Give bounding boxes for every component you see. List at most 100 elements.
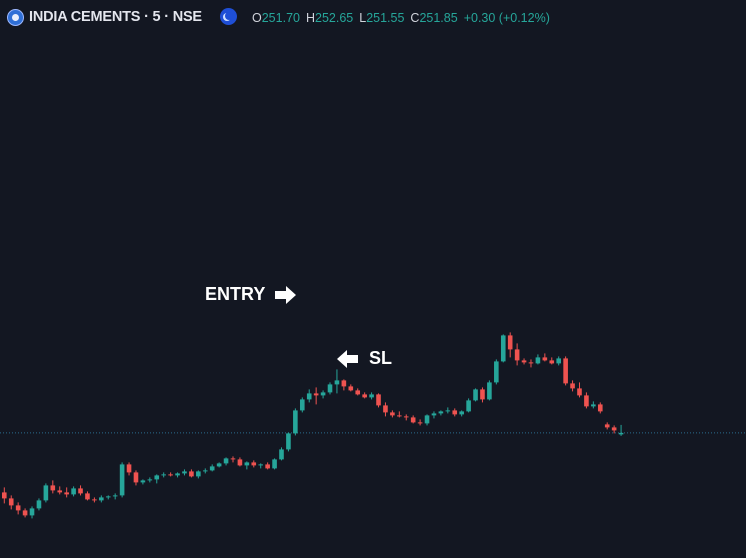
candle xyxy=(43,483,49,503)
candle-body xyxy=(133,472,139,483)
candle-body xyxy=(403,416,409,418)
candle xyxy=(591,401,596,409)
candle-body xyxy=(521,360,527,363)
candle-body xyxy=(71,488,76,495)
candle-body xyxy=(244,462,250,466)
candle-body xyxy=(189,471,194,477)
candle-body xyxy=(383,405,388,413)
candle-body xyxy=(591,404,596,407)
candle xyxy=(369,392,374,400)
candle xyxy=(584,392,589,409)
candle-body xyxy=(320,392,326,396)
candle xyxy=(85,491,90,501)
candle-body xyxy=(577,388,582,396)
candle xyxy=(265,462,270,470)
candle xyxy=(306,389,312,403)
candle xyxy=(119,462,125,498)
candle-body xyxy=(424,415,430,424)
candle-body xyxy=(556,358,561,364)
candle-body xyxy=(362,394,367,398)
candle-body xyxy=(397,415,402,417)
candle-body xyxy=(29,508,35,516)
candle xyxy=(154,474,160,484)
candle xyxy=(466,398,471,413)
candle xyxy=(15,502,21,515)
candle-body xyxy=(611,427,617,431)
candle-body xyxy=(390,412,395,416)
candle-body xyxy=(299,399,305,411)
candle-body xyxy=(438,411,444,414)
candle-body xyxy=(563,358,568,384)
ohlc-close-label: C xyxy=(410,11,420,25)
candle xyxy=(71,486,76,497)
candle xyxy=(36,498,42,511)
candle-body xyxy=(126,464,132,473)
candle xyxy=(549,357,555,365)
candle-body xyxy=(500,335,506,362)
candle xyxy=(22,508,28,518)
candle xyxy=(272,458,277,470)
candle-body xyxy=(92,499,97,501)
candle-body xyxy=(99,497,104,501)
candle xyxy=(604,422,610,430)
candle xyxy=(390,410,395,418)
candle xyxy=(147,477,153,483)
candle xyxy=(237,457,243,467)
symbol-title[interactable]: INDIA CEMENTS · 5 · NSE xyxy=(29,9,202,25)
candle xyxy=(279,447,284,461)
candle xyxy=(112,493,118,500)
candle-body xyxy=(251,462,257,466)
candle-body xyxy=(584,395,589,407)
candle xyxy=(514,343,520,366)
candle xyxy=(334,369,340,394)
ohlc-open-label: O xyxy=(252,11,262,25)
candle xyxy=(570,380,575,392)
candle xyxy=(293,408,298,436)
candle xyxy=(542,353,548,362)
candle xyxy=(410,415,416,424)
candle-body xyxy=(535,357,541,364)
candle-body xyxy=(494,361,499,383)
candle-body xyxy=(64,492,69,495)
candle-body xyxy=(209,466,215,471)
candle-body xyxy=(618,432,624,435)
candle xyxy=(244,461,250,470)
candle xyxy=(230,456,236,463)
left-arrow-icon xyxy=(337,350,358,368)
symbol-logo-icon[interactable] xyxy=(7,9,24,26)
candle xyxy=(251,460,257,468)
candle xyxy=(500,334,506,363)
candle-body xyxy=(147,479,153,481)
candle-body xyxy=(265,464,270,469)
candle xyxy=(286,432,291,452)
candle-body xyxy=(272,459,277,469)
candle xyxy=(57,486,63,495)
candle-body xyxy=(514,349,520,361)
candle-body xyxy=(334,380,340,385)
candle xyxy=(383,402,388,417)
candle-body xyxy=(216,463,222,467)
candle-body xyxy=(8,498,14,506)
candle xyxy=(417,419,423,426)
candle-body xyxy=(480,389,485,400)
candle-body xyxy=(15,505,21,511)
candle xyxy=(99,495,104,503)
candle xyxy=(175,472,180,478)
candle-body xyxy=(78,488,83,494)
candle-body xyxy=(348,386,354,391)
candle xyxy=(258,463,264,469)
candle-body xyxy=(327,384,333,393)
session-moon-icon[interactable] xyxy=(220,8,237,25)
candle xyxy=(216,462,222,468)
candle xyxy=(92,497,97,503)
candle xyxy=(487,380,492,401)
candle xyxy=(459,410,464,417)
candle-body xyxy=(466,400,471,412)
candle-body xyxy=(549,360,555,364)
candle xyxy=(189,469,194,478)
candle xyxy=(202,468,208,474)
candle-body xyxy=(182,471,187,474)
candle-body xyxy=(105,496,111,498)
ohlc-high-label: H xyxy=(305,11,315,25)
